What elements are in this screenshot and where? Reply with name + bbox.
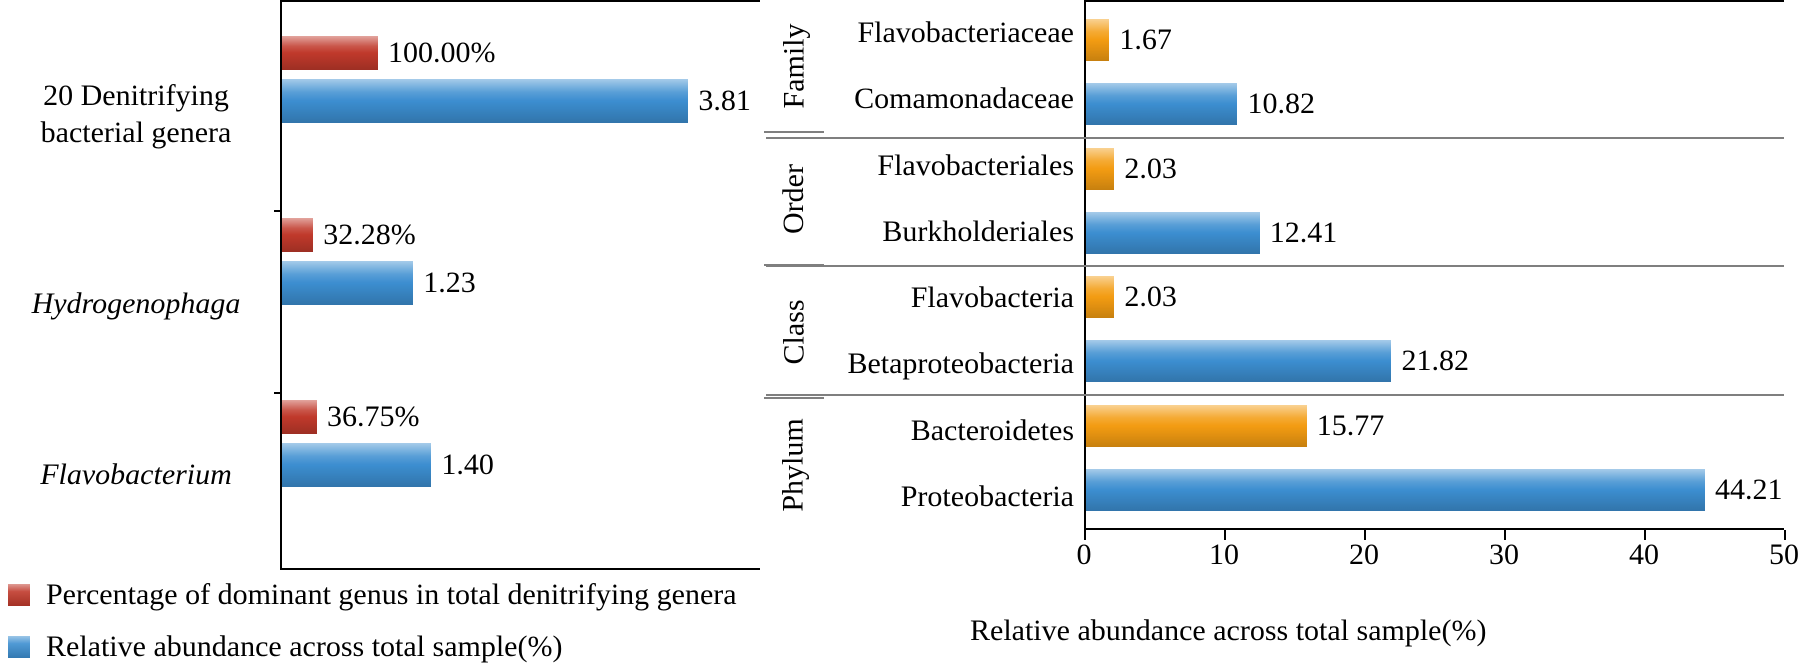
left-bar-blue-label-0: 3.81 [698,84,751,118]
right-plot-area: 1.67 10.82 2.03 12.41 2.03 21.82 15.77 44.21 [1084,0,1784,530]
xtick-label: 40 [1629,538,1659,572]
right-bar-label-1: 10.82 [1247,87,1315,121]
right-bar-3 [1086,212,1260,254]
right-label-3: Burkholderiales [882,206,1074,258]
right-row-7: 44.21 [1086,464,1784,516]
right-sep [766,137,1784,139]
panels-row: 20 Denitrifying bacterial genera Hydroge… [0,0,1805,570]
right-bar-2 [1086,148,1114,190]
legend-swatch-blue [8,636,30,658]
left-group-0: 100.00% 3.81 [282,28,760,178]
right-bar-label-5: 21.82 [1401,344,1469,378]
right-row-5: 21.82 [1086,335,1784,387]
right-row-3: 12.41 [1086,207,1784,259]
right-row-6: 15.77 [1086,400,1784,452]
left-bar-blue-0 [282,79,688,123]
xtick-label: 30 [1489,538,1519,572]
left-bar-blue-label-1: 1.23 [423,266,476,300]
right-plot-wrap: 1.67 10.82 2.03 12.41 2.03 21.82 15.77 44.21 01… [1084,0,1784,570]
right-chart: Family Order Class Phylum Flavobacteriaceae… [764,0,1804,570]
right-sep [766,265,1784,267]
level-label-class: Class [777,299,811,364]
right-bar-0 [1086,19,1109,61]
right-bar-label-0: 1.67 [1119,23,1172,57]
right-label-1: Comamonadaceae [854,73,1074,125]
right-bar-label-3: 12.41 [1270,216,1338,250]
right-row-4: 2.03 [1086,271,1784,323]
left-group-1: 32.28%1.23 [282,210,760,360]
left-bar-red-label-0: 100.00% [388,36,496,70]
xtick-label: 10 [1209,538,1239,572]
right-label-7: Proteobacteria [901,471,1074,523]
left-bar-blue-2 [282,443,431,487]
level-label-family: Family [777,23,811,108]
xtick-label: 50 [1769,538,1799,572]
right-bar-label-7: 44.21 [1715,473,1783,507]
right-x-axis: 01020304050 [1084,530,1784,564]
right-label-0: Flavobacteriaceae [857,7,1074,59]
legend-swatch-red [8,584,30,606]
level-cell-order: Order [764,133,824,266]
right-bar-label-4: 2.03 [1124,280,1177,314]
left-label-0: 20 Denitrifying bacterial genera [0,77,272,152]
left-label-0-line1: 20 Denitrifying [43,79,229,112]
left-y-labels: 20 Denitrifying bacterial genera Hydroge… [0,0,280,570]
left-plot-area: 100.00% 3.81 32.28%1.23 36.75% 1.40 [280,0,760,570]
left-bar-blue-1 [282,261,413,305]
right-bar-6 [1086,405,1307,447]
legend: Percentage of dominant genus in total de… [0,578,770,664]
xtick-label: 20 [1349,538,1379,572]
left-label-2: Flavobacterium [0,456,272,494]
right-row-0: 1.67 [1086,14,1784,66]
left-label-1: Hydrogenophaga [0,285,272,323]
right-bar-7 [1086,469,1705,511]
right-bar-label-6: 15.77 [1317,409,1385,443]
right-bar-label-2: 2.03 [1124,152,1177,186]
right-row-2: 2.03 [1086,143,1784,195]
figure: 20 Denitrifying bacterial genera Hydroge… [0,0,1805,671]
legend-item-1: Percentage of dominant genus in total de… [8,578,770,612]
level-cell-family: Family [764,0,824,133]
legend-label-1: Percentage of dominant genus in total de… [46,578,737,612]
left-tick-sep [274,210,282,212]
level-cell-class: Class [764,266,824,399]
right-label-6: Bacteroidetes [911,405,1074,457]
left-bar-blue-label-2: 1.40 [441,448,494,482]
left-bar-red-1 [282,218,313,252]
left-bar-red-2 [282,400,317,434]
bottom-row: Percentage of dominant genus in total de… [0,570,1805,664]
left-bar-red-label-2: 36.75% [327,400,420,434]
level-label-order: Order [777,164,811,234]
right-sep [766,394,1784,396]
right-label-2: Flavobacteriales [877,140,1074,192]
right-bar-1 [1086,83,1237,125]
left-label-0-line2: bacterial genera [41,116,232,149]
right-bar-5 [1086,340,1391,382]
right-x-label: Relative abundance across total sample(%… [770,578,1486,648]
right-label-5: Betaproteobacteria [847,338,1074,390]
left-bar-red-0 [282,36,378,70]
xtick-label: 0 [1077,538,1092,572]
legend-label-2: Relative abundance across total sample(%… [46,630,562,664]
left-group-2: 36.75% 1.40 [282,392,760,542]
level-label-phylum: Phylum [777,418,811,511]
right-bar-4 [1086,276,1114,318]
right-label-4: Flavobacteria [911,272,1074,324]
left-bar-red-label-1: 32.28% [323,218,416,252]
level-cell-phylum: Phylum [764,399,824,530]
right-row-1: 10.82 [1086,78,1784,130]
left-chart: 20 Denitrifying bacterial genera Hydroge… [0,0,760,570]
legend-item-2: Relative abundance across total sample(%… [8,630,770,664]
left-tick-sep [274,392,282,394]
